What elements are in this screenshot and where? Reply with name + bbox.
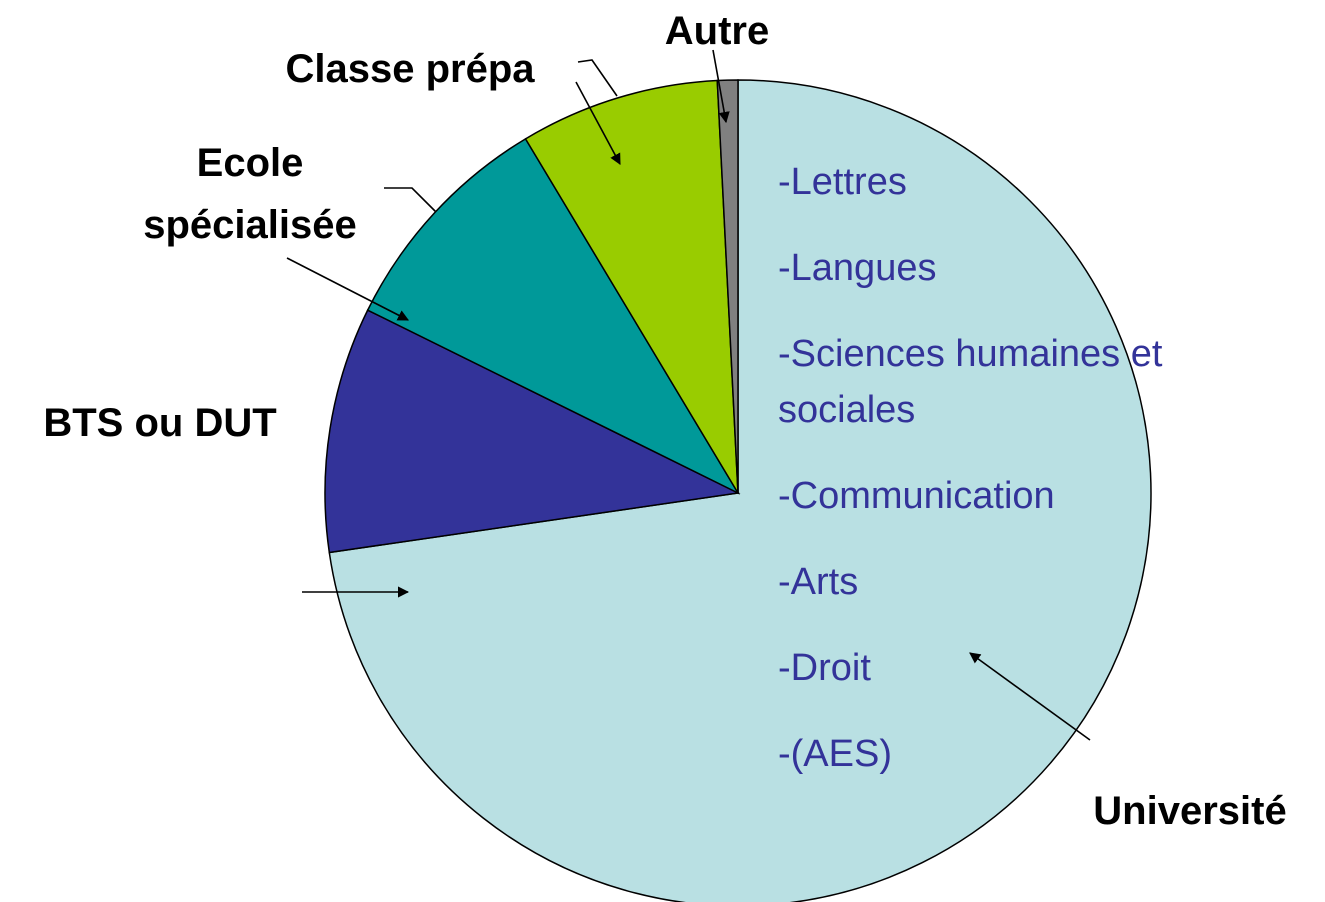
- annotation: -Langues: [778, 247, 937, 289]
- annotation: -Communication: [778, 475, 1055, 517]
- slice-label: Ecole spécialisée: [143, 141, 357, 247]
- annotation: -(AES): [778, 733, 892, 775]
- slice-label: Université: [1093, 789, 1287, 833]
- leader-line: [712, 49, 730, 124]
- pie-slice: [716, 79, 739, 494]
- leader-line: [286, 257, 409, 321]
- annotation: -Sciences humaines et sociales: [778, 333, 1163, 431]
- leader-line: [575, 81, 621, 165]
- leader-lines: [286, 49, 1091, 741]
- slices: [324, 79, 1152, 902]
- slice-label: Autre: [664, 9, 770, 53]
- leader-line: [577, 59, 618, 97]
- pie-slice: [328, 79, 1152, 902]
- leader-line: [969, 652, 1091, 741]
- slice-label: BTS ou DUT: [43, 401, 277, 445]
- annotation: -Droit: [778, 647, 871, 689]
- slice-label: Classe prépa: [285, 47, 535, 91]
- pie-slice: [324, 309, 741, 554]
- pie-slice: [366, 137, 740, 495]
- pie-slice: [524, 79, 739, 494]
- leader-line: [384, 187, 437, 213]
- annotation: -Lettres: [778, 161, 907, 203]
- annotation: -Arts: [778, 561, 859, 603]
- annotations: -Lettres -Langues -Sciences humaines et so…: [778, 154, 1278, 812]
